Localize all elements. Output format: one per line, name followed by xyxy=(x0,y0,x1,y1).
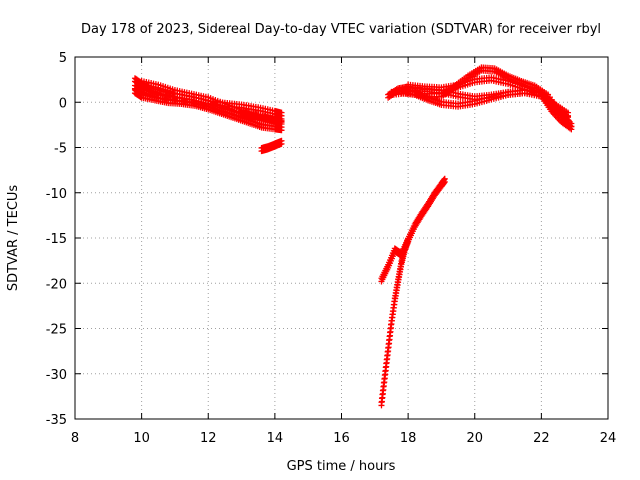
chart-title: Day 178 of 2023, Sidereal Day-to-day VTE… xyxy=(81,22,601,37)
data-point xyxy=(278,109,285,116)
series-morning-arc-3 xyxy=(131,87,285,134)
x-tick-label: 8 xyxy=(71,431,79,446)
y-tick-label: -15 xyxy=(46,232,67,247)
series-descending-arc-2 xyxy=(378,235,412,409)
y-tick-label: 5 xyxy=(59,51,67,66)
data-point xyxy=(441,175,448,182)
y-axis-label: SDTVAR / TECUs xyxy=(6,185,21,292)
data-point xyxy=(278,117,285,124)
x-tick-label: 22 xyxy=(533,431,550,446)
x-tick-label: 14 xyxy=(267,431,284,446)
x-tick-label: 12 xyxy=(200,431,217,446)
y-tick-label: -10 xyxy=(46,187,67,202)
axis-ticks: 8 10 12 14 16 18 20 22 24 5 0 -5 -10 -15 -20 -25 -30 -35 xyxy=(46,51,617,446)
data-point xyxy=(405,235,412,242)
data-point xyxy=(568,123,575,130)
x-tick-label: 18 xyxy=(400,431,417,446)
y-tick-label: -5 xyxy=(54,142,67,157)
x-tick-label: 20 xyxy=(466,431,483,446)
y-tick-label: -30 xyxy=(46,368,67,383)
x-axis-label: GPS time / hours xyxy=(287,459,396,474)
data-point xyxy=(278,137,285,144)
data-point xyxy=(565,114,572,121)
data-points xyxy=(131,64,575,409)
series-descending-arc-1 xyxy=(378,175,448,285)
gridlines xyxy=(75,57,608,419)
x-tick-label: 16 xyxy=(333,431,350,446)
series-afternoon-arc-4 xyxy=(405,74,572,124)
y-tick-label: -35 xyxy=(46,413,67,428)
y-tick-label: 0 xyxy=(59,96,67,111)
y-tick-label: -25 xyxy=(46,323,67,338)
x-tick-label: 24 xyxy=(600,431,617,446)
y-tick-label: -20 xyxy=(46,277,67,292)
series-morning-arc-4 xyxy=(138,77,285,127)
series-short-arc xyxy=(258,137,285,155)
x-tick-label: 10 xyxy=(133,431,150,446)
